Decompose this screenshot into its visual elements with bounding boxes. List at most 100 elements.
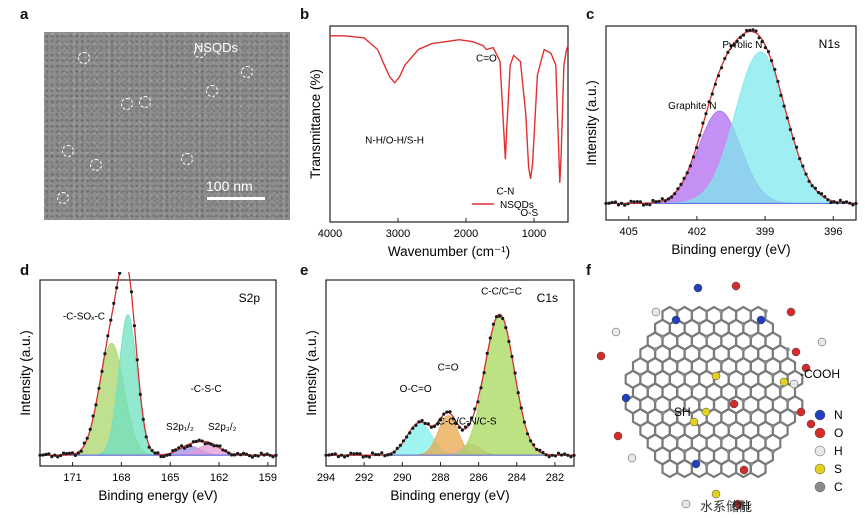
carbon-atom	[741, 321, 746, 327]
measured-data-point	[70, 451, 75, 455]
legend-atom-swatch	[814, 409, 826, 421]
measured-data-point	[760, 39, 764, 44]
measured-data-point	[268, 453, 272, 457]
legend-atom-label: N	[834, 408, 843, 422]
legend-label: NSQDs	[500, 200, 534, 211]
measured-data-point	[716, 74, 721, 78]
measured-data-point	[648, 203, 652, 207]
carbon-atom	[770, 372, 776, 378]
measured-data-point	[635, 200, 639, 204]
carbon-atom	[748, 334, 754, 339]
measured-data-point	[779, 93, 783, 97]
measured-data-point	[76, 451, 80, 455]
measured-data-point	[256, 454, 260, 458]
measured-data-point	[62, 451, 66, 455]
hydroxyl-label: OH	[732, 499, 750, 513]
x-tick-label: 399	[756, 226, 774, 238]
carbon-atom	[726, 423, 731, 429]
measured-data-point	[230, 453, 234, 457]
measured-data-point	[47, 452, 51, 456]
measured-data-point	[162, 454, 166, 459]
measured-data-point	[370, 451, 375, 455]
measured-data-point	[147, 445, 151, 449]
heteroatom	[779, 377, 789, 387]
measured-data-point	[377, 453, 381, 457]
measured-data-point	[144, 435, 148, 439]
x-tick-label: 165	[161, 472, 179, 484]
measured-data-point	[358, 452, 362, 456]
measured-data-point	[735, 39, 739, 43]
carbon-atom	[675, 309, 680, 314]
measured-data-point	[482, 371, 486, 375]
measured-data-point	[663, 199, 667, 203]
scale-bar	[207, 197, 265, 200]
measured-data-point	[392, 450, 396, 454]
measured-data-point	[776, 79, 780, 83]
measured-data-point	[420, 418, 424, 423]
carbon-atom	[763, 360, 768, 365]
measured-data-point	[485, 351, 489, 355]
measured-data-point	[423, 421, 427, 425]
measured-data-point	[613, 200, 617, 204]
measured-data-point	[221, 448, 225, 452]
x-tick-label: 396	[824, 226, 842, 238]
measured-data-point	[629, 199, 633, 203]
measured-data-point	[367, 455, 371, 459]
thiol-label: SH	[674, 405, 691, 419]
carbon-atom	[697, 347, 702, 352]
measured-data-point	[463, 425, 468, 429]
carbon-atom	[748, 411, 754, 416]
measured-data-point	[97, 386, 101, 390]
panel-label-c: c	[586, 6, 595, 23]
measured-data-point	[610, 200, 614, 205]
measured-data-point	[165, 453, 169, 457]
heteroatom	[786, 307, 796, 317]
heteroatom	[756, 315, 766, 325]
measured-data-point	[572, 453, 576, 457]
measured-data-point	[476, 400, 480, 404]
measured-data-point	[327, 453, 331, 457]
quantum-dot-marker	[90, 159, 102, 171]
measured-data-point	[563, 452, 567, 456]
measured-data-point	[470, 416, 474, 420]
measured-data-point	[64, 452, 69, 456]
measured-data-point	[494, 315, 499, 319]
measured-data-point	[741, 33, 746, 37]
measured-data-point	[138, 392, 142, 396]
functional-group-atoms	[596, 281, 827, 509]
x-axis-label: Wavenumber (cm⁻¹)	[388, 244, 510, 259]
measured-data-point	[346, 454, 350, 458]
measured-data-point	[616, 203, 621, 207]
carbon-atom	[638, 372, 643, 378]
measured-data-point	[253, 453, 257, 458]
graphene-lattice	[624, 305, 804, 479]
measured-data-point	[91, 414, 95, 418]
measured-data-point	[507, 339, 511, 344]
measured-data-point	[770, 59, 774, 63]
carbon-atom	[645, 385, 650, 390]
measured-data-point	[109, 318, 113, 322]
measured-data-point	[707, 100, 711, 104]
measured-data-point	[723, 56, 727, 61]
measured-data-point	[262, 453, 266, 457]
measured-data-point	[180, 444, 184, 448]
heteroatom	[613, 431, 623, 441]
carboxyl-label: -COOH	[800, 367, 840, 381]
heteroatom	[733, 499, 743, 509]
peak-annotation: C=O	[476, 53, 497, 64]
measured-data-point	[380, 451, 384, 455]
measured-data-point	[550, 453, 554, 457]
measured-data-point	[623, 203, 627, 207]
measured-data-point	[85, 436, 89, 440]
y-axis-label: Intensity (a.u.)	[18, 330, 33, 416]
plot-frame	[605, 25, 857, 221]
carbon-atom	[652, 347, 658, 352]
measured-data-point	[436, 422, 440, 426]
carbon-atom	[763, 436, 768, 441]
measured-data-point	[467, 422, 471, 427]
heteroatom	[701, 407, 711, 417]
measured-data-point	[782, 104, 786, 108]
measured-data-point	[112, 301, 116, 305]
tem-image: NSQDs 100 nm	[44, 32, 290, 220]
